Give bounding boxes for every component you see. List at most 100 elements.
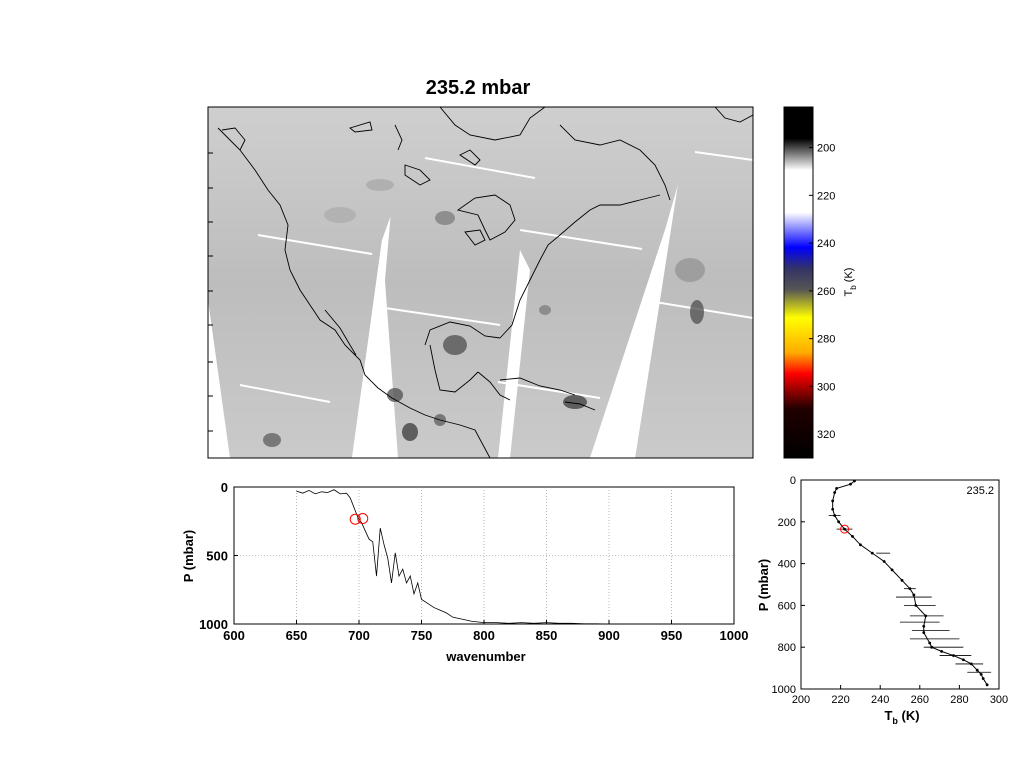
profile-point: [890, 568, 894, 572]
map-coastline: [404, 164, 431, 186]
profile-point: [882, 560, 886, 563]
profile-point: [985, 683, 989, 687]
profile-point: [908, 587, 912, 591]
colorbar-ticks: 200 220 240 260 280 300 320: [809, 143, 835, 441]
profile-points: [831, 479, 989, 687]
map-cloud: [324, 207, 356, 223]
spectrum-highlight-marker: [357, 513, 369, 525]
map-great-lakes: [464, 229, 486, 246]
profile-xtick-label: 200: [792, 694, 810, 706]
colorbar-tick-label: 280: [817, 334, 835, 346]
profile-point: [900, 578, 904, 582]
colorbar-tick-label: 220: [817, 190, 835, 202]
map-coastline: [349, 121, 373, 133]
profile-xlabel-sub: b: [892, 716, 898, 726]
map-coastlines: [217, 107, 753, 458]
map-cloud: [443, 335, 467, 355]
profile-point: [859, 543, 862, 547]
profile-point: [924, 614, 928, 618]
spectrum-xtick-label: 750: [411, 628, 433, 643]
spectrum-ytick-label: 0: [221, 480, 228, 495]
colorbar-label-unit: (K): [843, 268, 855, 286]
map-swath-gap: [352, 240, 398, 458]
map-coastline: [394, 124, 403, 151]
profile-point: [922, 631, 926, 634]
map-cloud: [387, 388, 403, 402]
profile-xlabel: Tb (K): [884, 708, 919, 726]
spectrum-ytick-label: 1000: [199, 617, 228, 632]
map-cloud: [675, 258, 705, 282]
map-cloud: [402, 423, 418, 441]
profile-point: [979, 672, 983, 676]
spectrum-highlight: [349, 513, 369, 525]
map-scan-line: [424, 157, 536, 179]
profile-point: [922, 624, 926, 628]
profile-plot-area: [800, 479, 1000, 690]
profile-chart: 200 220 240 260 280 300 0 200 400 600 800 1000 235.…: [756, 475, 1008, 726]
profile-ticks: 200 220 240 260 280 300 0 200 400 600 800 1000: [772, 475, 1009, 706]
map-scan-line: [654, 301, 753, 319]
spectrum-xtick-label: 800: [473, 628, 495, 643]
profile-point: [912, 593, 916, 597]
map-ticks: [208, 152, 213, 432]
profile-highlight-marker: [840, 524, 850, 534]
map-cloud: [690, 300, 704, 324]
profile-xtick-label: 280: [950, 694, 968, 706]
profile-point: [831, 499, 835, 503]
map-coastline: [559, 124, 671, 201]
spectrum-xtick-label: 850: [536, 628, 558, 643]
spectrum-xtick-label: 1000: [720, 628, 749, 643]
profile-point: [981, 677, 985, 680]
spectrum-chart: 600 650 700 750 800 850 900 950 1000 0 500 1000 wav…: [181, 480, 748, 664]
spectrum-ylabel: P (mbar): [181, 530, 196, 583]
spectrum-xtick-label: 950: [661, 628, 683, 643]
colorbar-label-sub: b: [849, 285, 858, 290]
map-scan-line: [384, 307, 501, 326]
map-coastline: [477, 371, 511, 401]
map-scan-line: [257, 234, 373, 255]
profile-point: [849, 482, 852, 486]
profile-ytick-label: 400: [778, 559, 796, 571]
map-coastline: [221, 127, 246, 151]
colorbar-label-main: T: [843, 289, 855, 296]
profile-point: [975, 668, 979, 672]
spectrum-xtick-label: 700: [348, 628, 370, 643]
profile-ytick-label: 200: [778, 517, 796, 529]
colorbar-tick-label: 300: [817, 381, 835, 393]
profile-point: [833, 491, 837, 494]
profile-point: [833, 514, 837, 517]
map-swath: [232, 107, 430, 458]
map-scan-line: [519, 229, 643, 250]
figure-title: 235.2 mbar: [426, 77, 531, 99]
profile-point: [870, 551, 874, 555]
colorbar-tick-label: 260: [817, 286, 835, 298]
spectrum-highlight-marker: [349, 513, 361, 525]
map-coastline: [714, 107, 753, 123]
spectrum-ticks: 600 650 700 750 800 850 900 950 1000 0 500 1000: [199, 480, 748, 643]
brightness-temperature-map: [207, 106, 754, 459]
profile-xlabel-unit: (K): [898, 708, 920, 723]
profile-point: [851, 535, 854, 538]
map-scan-line: [497, 381, 601, 399]
profile-xtick-label: 260: [911, 694, 929, 706]
colorbar-tick-label: 200: [817, 143, 835, 155]
map-cloud: [366, 179, 394, 191]
profile-point: [831, 507, 835, 511]
map-cloud: [539, 305, 551, 315]
profile-ytick-label: 1000: [772, 684, 796, 696]
profile-point: [930, 645, 934, 649]
map-coastline: [424, 321, 501, 346]
profile-ytick-label: 800: [778, 642, 796, 654]
map-coastline: [499, 194, 661, 339]
map-frame: [207, 106, 754, 459]
profile-xlabel-main: T: [884, 708, 892, 723]
spectrum-xtick-label: 900: [598, 628, 620, 643]
colorbar-label: Tb (K): [843, 268, 858, 297]
map-swath-gap: [590, 230, 665, 458]
map-coastline: [564, 401, 596, 411]
colorbar: 200 220 240 260 280 300 320 Tb (K): [783, 106, 858, 459]
map-coastline: [429, 344, 479, 393]
spectrum-xlabel: wavenumber: [445, 649, 525, 664]
colorbar-tick-label: 320: [817, 429, 835, 441]
